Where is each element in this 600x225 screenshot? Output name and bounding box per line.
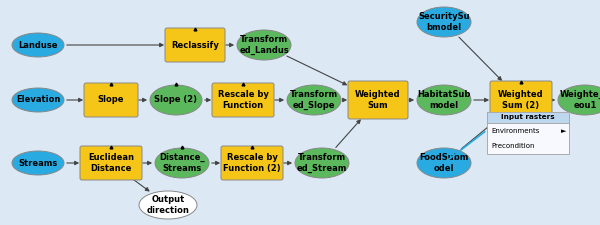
Ellipse shape — [558, 85, 600, 115]
Ellipse shape — [12, 151, 64, 175]
FancyBboxPatch shape — [487, 112, 569, 123]
Text: SecuritySu
bmodel: SecuritySu bmodel — [418, 12, 470, 32]
Text: Precondition: Precondition — [491, 143, 535, 149]
Ellipse shape — [237, 30, 291, 60]
Text: Transform
ed_Stream: Transform ed_Stream — [297, 153, 347, 173]
Text: Weighte_S
eou1: Weighte_S eou1 — [560, 90, 600, 110]
Text: Streams: Streams — [19, 158, 58, 167]
Text: Environments: Environments — [491, 128, 539, 134]
Text: Transform
ed_Landus: Transform ed_Landus — [239, 35, 289, 55]
Text: Slope (2): Slope (2) — [155, 95, 197, 104]
Ellipse shape — [287, 85, 341, 115]
FancyBboxPatch shape — [221, 146, 283, 180]
Text: Elevation: Elevation — [16, 95, 60, 104]
Text: Slope: Slope — [98, 95, 124, 104]
Ellipse shape — [155, 148, 209, 178]
Text: Rescale by
Function (2): Rescale by Function (2) — [223, 153, 281, 173]
FancyBboxPatch shape — [165, 28, 225, 62]
Text: Reclassify: Reclassify — [171, 40, 219, 50]
Ellipse shape — [12, 88, 64, 112]
FancyBboxPatch shape — [490, 81, 552, 119]
Ellipse shape — [295, 148, 349, 178]
FancyBboxPatch shape — [487, 112, 569, 154]
Ellipse shape — [12, 33, 64, 57]
Ellipse shape — [417, 148, 471, 178]
Text: Rescale by
Function: Rescale by Function — [218, 90, 268, 110]
Text: Transform
ed_Slope: Transform ed_Slope — [290, 90, 338, 110]
Text: Output
direction: Output direction — [146, 195, 190, 215]
Text: Weighted
Sum (2): Weighted Sum (2) — [498, 90, 544, 110]
Ellipse shape — [150, 85, 202, 115]
Text: FoodSubm
odel: FoodSubm odel — [419, 153, 469, 173]
Text: HabitatSub
model: HabitatSub model — [418, 90, 470, 110]
FancyBboxPatch shape — [348, 81, 408, 119]
Ellipse shape — [139, 191, 197, 219]
FancyBboxPatch shape — [84, 83, 138, 117]
FancyBboxPatch shape — [80, 146, 142, 180]
Text: ►: ► — [560, 128, 566, 134]
Text: Weighted
Sum: Weighted Sum — [355, 90, 401, 110]
FancyBboxPatch shape — [212, 83, 274, 117]
Ellipse shape — [417, 85, 471, 115]
Text: Landuse: Landuse — [18, 40, 58, 50]
Text: Distance_
Streams: Distance_ Streams — [159, 153, 205, 173]
Text: Euclidean
Distance: Euclidean Distance — [88, 153, 134, 173]
Ellipse shape — [417, 7, 471, 37]
Text: Input rasters: Input rasters — [501, 115, 555, 121]
